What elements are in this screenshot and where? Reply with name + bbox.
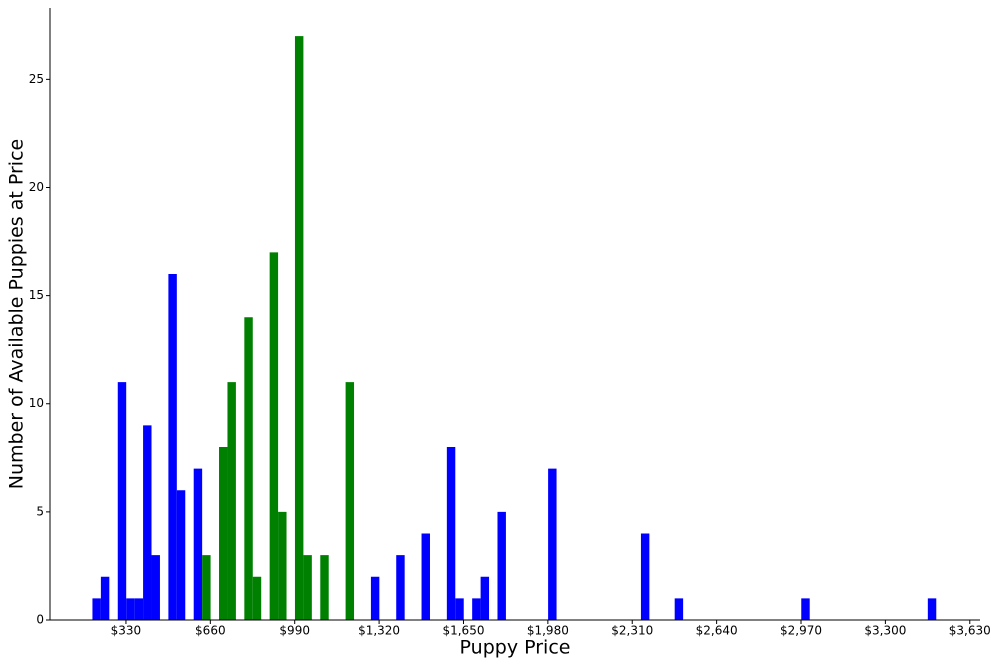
x-tick-label: $990 [279,624,310,638]
bar [227,382,236,620]
bar [446,446,456,620]
y-tick-label: 15 [29,288,44,302]
y-tick-label: 5 [36,504,44,518]
x-tick-label: $3,300 [864,624,906,638]
bar [421,533,430,620]
x-tick-label: $2,310 [611,624,653,638]
bar [269,252,279,620]
bar [303,555,312,620]
bar [143,425,152,620]
y-axis-title: Number of Available Puppies at Price [6,139,28,489]
bar [548,468,557,620]
x-tick-label: $2,640 [696,624,738,638]
bar [176,490,186,620]
bar [320,555,329,620]
bar [100,576,110,620]
bar [134,598,144,620]
x-tick-label: $3,630 [949,624,991,638]
bar [396,555,405,620]
bar [801,598,810,620]
bar [126,598,135,620]
bar [455,598,464,620]
x-tick-label: $1,650 [442,624,484,638]
bar [168,273,177,620]
y-tick-label: 20 [29,180,44,194]
bar [151,555,160,620]
bar [244,317,253,620]
y-tick-label: 10 [29,396,44,410]
bar [193,468,203,620]
y-tick-label: 25 [29,72,44,86]
bar [472,598,481,620]
x-tick-label: $330 [111,624,142,638]
bar [294,36,304,620]
bar [640,533,650,620]
x-tick-label: $2,970 [780,624,822,638]
bar [927,598,937,620]
x-tick-label: $1,320 [358,624,400,638]
bar [497,511,506,620]
bar [252,576,262,620]
bar [202,555,211,620]
bar [480,576,490,620]
bar [92,598,101,620]
y-tick-label: 0 [36,613,44,627]
x-tick-label: $1,980 [527,624,569,638]
bar [117,382,127,620]
bar [219,446,228,620]
x-axis-title: Puppy Price [460,637,571,659]
bar [345,382,355,620]
bar [370,576,380,620]
x-tick-label: $660 [195,624,226,638]
bar [674,598,684,620]
bar [278,511,287,620]
